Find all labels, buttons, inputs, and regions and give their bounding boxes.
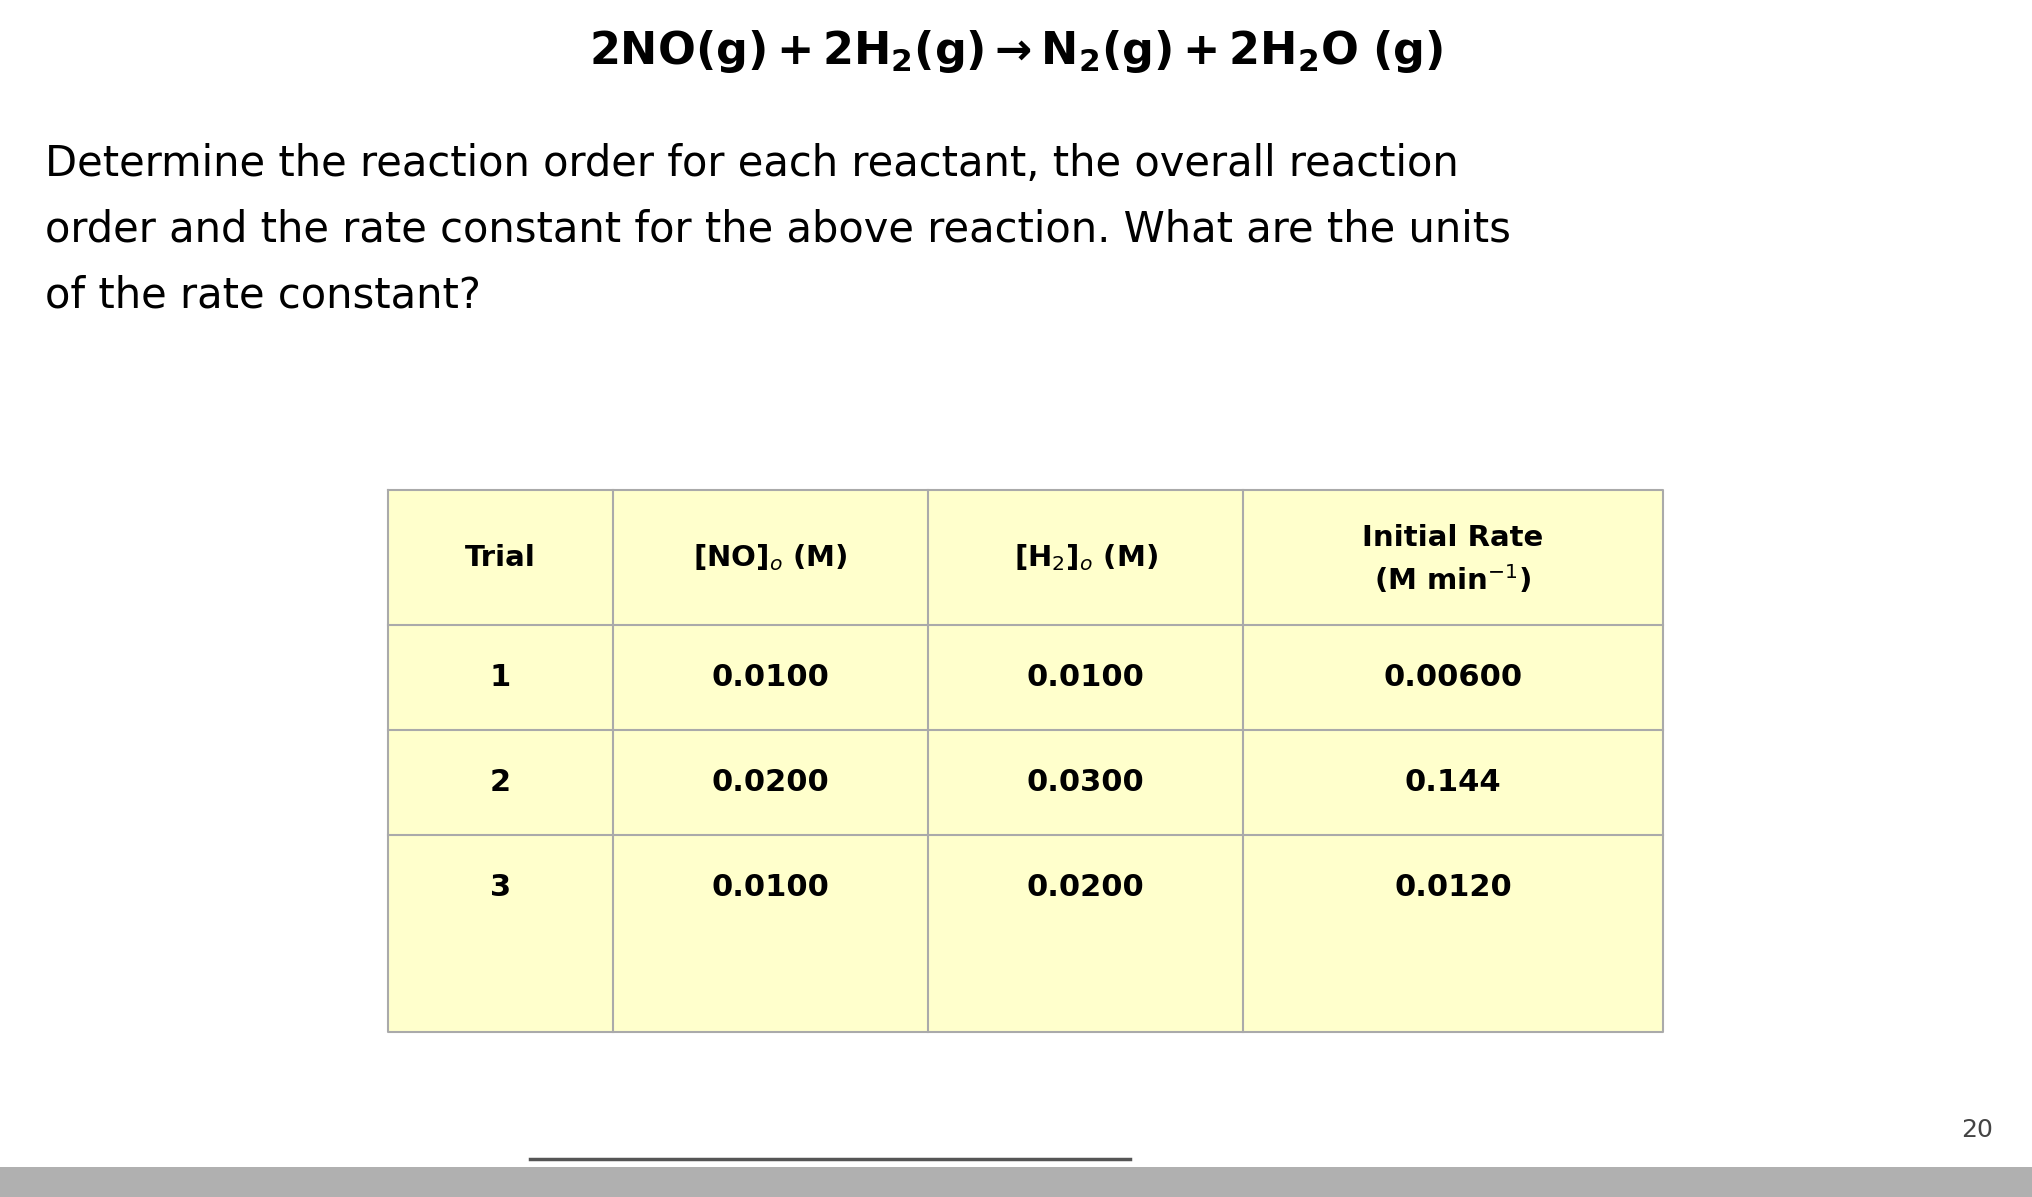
Text: 1: 1 — [490, 663, 510, 692]
Text: 0.0100: 0.0100 — [1026, 663, 1144, 692]
Text: 3: 3 — [490, 873, 510, 903]
Text: 2: 2 — [490, 768, 510, 797]
Text: [NO]$_\mathit{o}$ (M): [NO]$_\mathit{o}$ (M) — [693, 542, 847, 573]
Text: of the rate constant?: of the rate constant? — [45, 275, 482, 317]
Text: 0.00600: 0.00600 — [1382, 663, 1522, 692]
Text: 0.0200: 0.0200 — [1026, 873, 1144, 903]
Text: Determine the reaction order for each reactant, the overall reaction: Determine the reaction order for each re… — [45, 142, 1459, 186]
Text: 0.0120: 0.0120 — [1394, 873, 1512, 903]
Bar — [388, 490, 1662, 1032]
Text: 0.0100: 0.0100 — [711, 873, 829, 903]
Text: $\mathbf{2NO(g) + 2H_2(g) \rightarrow N_2(g) + 2H_2O\ (g)}$: $\mathbf{2NO(g) + 2H_2(g) \rightarrow N_… — [589, 28, 1443, 75]
Text: 20: 20 — [1961, 1118, 1991, 1142]
Text: 0.0200: 0.0200 — [711, 768, 829, 797]
Text: 0.144: 0.144 — [1404, 768, 1500, 797]
Text: 0.0300: 0.0300 — [1026, 768, 1144, 797]
Text: (M min$^{-1}$): (M min$^{-1}$) — [1374, 563, 1530, 596]
Text: Initial Rate: Initial Rate — [1361, 523, 1542, 552]
Text: [H$_2$]$_\mathit{o}$ (M): [H$_2$]$_\mathit{o}$ (M) — [1014, 542, 1156, 573]
Bar — [0, 1167, 2032, 1197]
Text: Trial: Trial — [465, 543, 536, 571]
Text: order and the rate constant for the above reaction. What are the units: order and the rate constant for the abov… — [45, 209, 1510, 251]
Text: 0.0100: 0.0100 — [711, 663, 829, 692]
